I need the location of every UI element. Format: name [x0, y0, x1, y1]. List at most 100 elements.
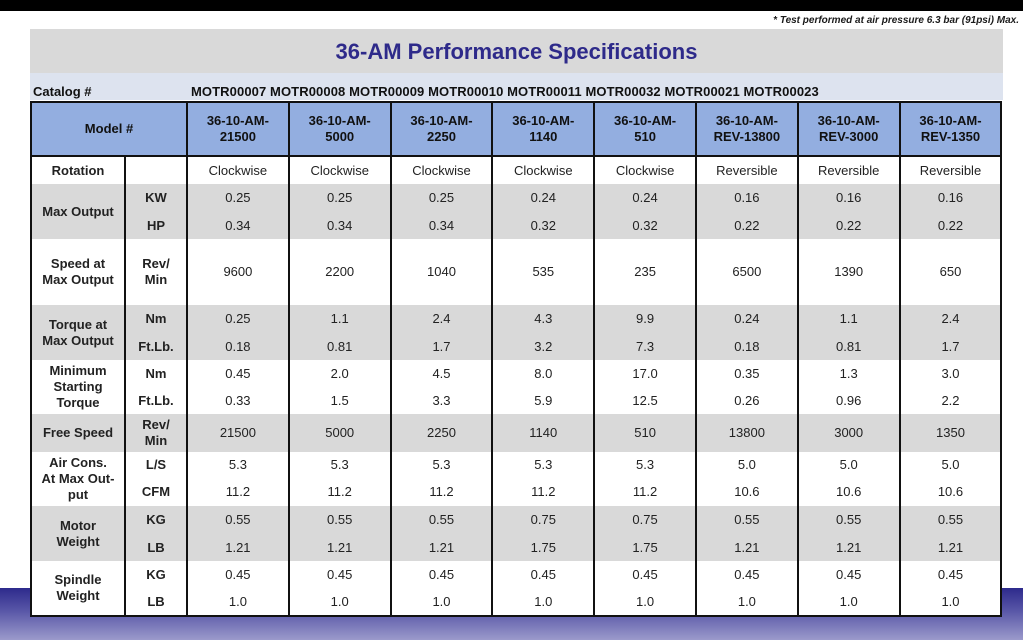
value-cell: 1.3 [796, 360, 901, 387]
value-cell: 11.2 [491, 478, 596, 506]
value-cell: Reversible [796, 156, 901, 184]
table-row: Speed at Max Output Rev/Min 9600 2200 1040 535… [30, 239, 1003, 305]
unit-cell: Ft.Lb. [124, 333, 188, 360]
table-row: Motor Weight KG 0.55 0.55 0.55 0.75 0.75 0.55 0.5… [30, 506, 1003, 561]
table-row: LB 1.21 1.21 1.21 1.75 1.75 1.21 1.21 1.21 [31, 534, 1003, 561]
unit-cell: KW [124, 184, 188, 212]
unit-cell: HP [124, 212, 188, 239]
model-cell: 36-10-AM- 2250 [389, 102, 494, 157]
value-cell: 11.2 [389, 478, 494, 506]
value-cell: Clockwise [186, 156, 290, 184]
value-cell: 0.45 [593, 561, 697, 589]
value-cell: 1.21 [796, 534, 901, 561]
table-row: Ft.Lb. 0.33 1.5 3.3 5.9 12.5 0.26 0.96 2.2 [31, 387, 1003, 414]
model-cell: 36-10-AM- REV-3000 [796, 102, 901, 157]
value-cell: 0.24 [694, 305, 799, 333]
value-cell: 0.16 [796, 184, 901, 212]
value-cell: 11.2 [593, 478, 697, 506]
value-cell: 10.6 [796, 478, 901, 506]
unit-cell: Rev/Min [124, 414, 188, 452]
value-cell: 5.3 [186, 452, 290, 478]
value-cell: 0.24 [491, 184, 596, 212]
value-cell: 0.22 [898, 212, 1003, 239]
value-cell: 510 [593, 414, 697, 452]
value-cell: 0.45 [186, 360, 290, 387]
unit-cell: KG [124, 561, 188, 589]
table-row: Rotation Clockwise Clockwise Clockwise Clock… [30, 156, 1003, 184]
value-cell: 0.96 [796, 387, 901, 414]
value-cell: 0.25 [186, 184, 290, 212]
value-cell: 4.3 [491, 305, 596, 333]
value-cell: 10.6 [898, 478, 1003, 506]
unit-cell: Nm [124, 360, 188, 387]
value-cell: 1040 [389, 239, 494, 305]
value-cell: 0.45 [389, 561, 494, 589]
row-label-free-speed: Free Speed [30, 414, 126, 452]
value-cell: 0.22 [796, 212, 901, 239]
value-cell: 5.0 [898, 452, 1003, 478]
value-cell: 0.33 [186, 387, 290, 414]
value-cell: 0.45 [287, 561, 392, 589]
value-cell: 9.9 [593, 305, 697, 333]
value-cell: 1.0 [287, 589, 392, 616]
value-cell: 7.3 [593, 333, 697, 360]
value-cell: 2.4 [389, 305, 494, 333]
value-cell: 3.3 [389, 387, 494, 414]
test-footnote: * Test performed at air pressure 6.3 bar… [773, 15, 1019, 26]
value-cell: 1.7 [389, 333, 494, 360]
value-cell: 0.18 [186, 333, 290, 360]
table-row: HP 0.34 0.34 0.34 0.32 0.32 0.22 0.22 0.22 [31, 212, 1003, 239]
model-cell: 36-10-AM- 21500 [186, 102, 290, 157]
model-cell: 36-10-AM- 5000 [287, 102, 392, 157]
table-row: Max Output KW 0.25 0.25 0.25 0.24 0.24 0.16 0.16… [30, 184, 1003, 239]
value-cell: 3.2 [491, 333, 596, 360]
value-cell: 0.45 [898, 561, 1003, 589]
model-cell: 36-10-AM- 1140 [491, 102, 596, 157]
value-cell: 0.55 [389, 506, 494, 534]
value-cell: 0.34 [287, 212, 392, 239]
title-bar: 36-AM Performance Specifications [30, 29, 1003, 73]
value-cell: 5.0 [796, 452, 901, 478]
value-cell: Clockwise [593, 156, 697, 184]
table-row: Spindle Weight KG 0.45 0.45 0.45 0.45 0.45 0.45 0… [30, 561, 1003, 616]
value-cell: 1.0 [898, 589, 1003, 616]
value-cell: 1.21 [694, 534, 799, 561]
value-cell: 0.16 [898, 184, 1003, 212]
value-cell: 17.0 [593, 360, 697, 387]
value-cell: 1.21 [898, 534, 1003, 561]
value-cell: 1.0 [186, 589, 290, 616]
page-title: 36-AM Performance Specifications [335, 39, 698, 64]
value-cell: 2.2 [898, 387, 1003, 414]
model-header-label: Model # [30, 102, 188, 157]
value-cell: 0.32 [593, 212, 697, 239]
value-cell: 4.5 [389, 360, 494, 387]
value-cell: 0.24 [593, 184, 697, 212]
value-cell: 0.16 [694, 184, 799, 212]
unit-cell: L/S [124, 452, 188, 478]
value-cell: 0.55 [694, 506, 799, 534]
value-cell: 0.35 [694, 360, 799, 387]
catalog-row: Catalog # MOTR00007 MOTR00008 MOTR00009 … [30, 73, 1003, 100]
value-cell: 0.45 [694, 561, 799, 589]
value-cell: 5.3 [593, 452, 697, 478]
value-cell: 1.0 [389, 589, 494, 616]
value-cell: 2250 [389, 414, 494, 452]
value-cell: 0.81 [796, 333, 901, 360]
unit-cell: Rev/Min [124, 239, 188, 305]
value-cell: 3000 [796, 414, 901, 452]
value-cell: 535 [491, 239, 596, 305]
value-cell: 5.9 [491, 387, 596, 414]
value-cell: 0.26 [694, 387, 799, 414]
unit-cell: KG [124, 506, 188, 534]
spec-table: Model #36-10-AM- 21500 36-10-AM- 5000 36-10-… [30, 101, 1003, 617]
row-label-max-output: Max Output [30, 184, 126, 239]
value-cell: 6500 [694, 239, 799, 305]
value-cell: 1.0 [593, 589, 697, 616]
value-cell: 11.2 [186, 478, 290, 506]
value-cell: 0.25 [389, 184, 494, 212]
value-cell: 1.0 [796, 589, 901, 616]
unit-cell: Ft.Lb. [124, 387, 188, 414]
value-cell: 0.45 [796, 561, 901, 589]
value-cell: Clockwise [389, 156, 494, 184]
model-cell: 36-10-AM- REV-13800 [694, 102, 799, 157]
